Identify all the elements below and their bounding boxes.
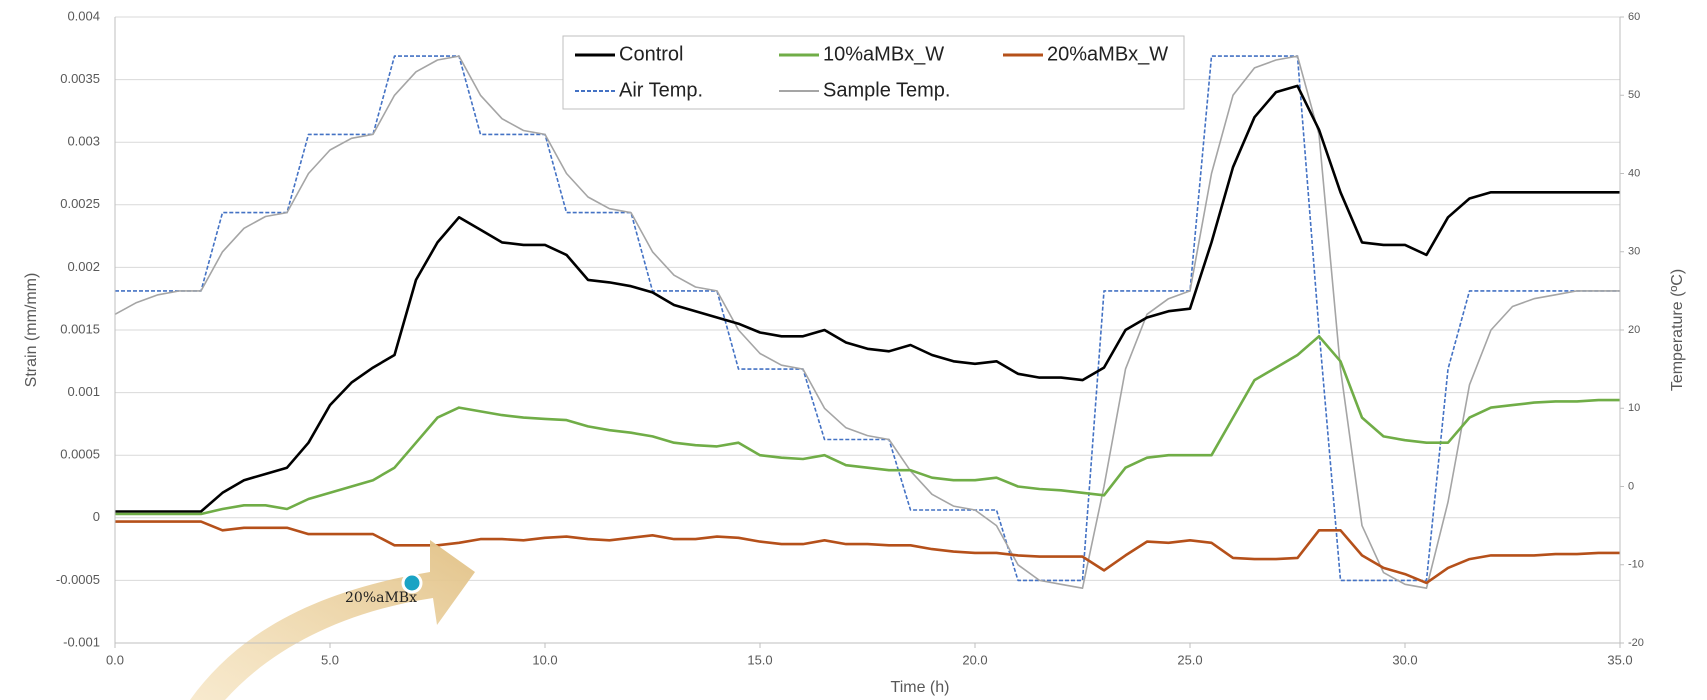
- y2-tick-label: 20: [1628, 324, 1640, 336]
- y2-tick-label: 30: [1628, 246, 1640, 258]
- y-tick-label: 0.0005: [60, 447, 100, 462]
- y-tick-label: 0: [93, 509, 100, 524]
- y-tick-label: 0.0015: [60, 321, 100, 336]
- y2-tick-label: 50: [1628, 89, 1640, 101]
- plot-area: [115, 17, 1620, 643]
- y2-tick-label: 10: [1628, 402, 1640, 414]
- y2-tick-label: -20: [1628, 637, 1644, 649]
- x-tick-label: 15.0: [747, 652, 772, 667]
- y-tick-label: -0.001: [63, 634, 100, 649]
- legend-label: Sample Temp.: [823, 79, 950, 101]
- annotation: 20%aMBx: [345, 590, 417, 606]
- series-line: [115, 336, 1620, 514]
- y-tick-label: 0.002: [67, 259, 100, 274]
- x-tick-label: 30.0: [1392, 652, 1417, 667]
- series-line: [115, 86, 1620, 512]
- series-line: [115, 56, 1620, 588]
- x-tick-label: 5.0: [321, 652, 339, 667]
- annotation-dot: [403, 574, 421, 592]
- x-axis-label: Time (h): [891, 679, 950, 696]
- x-tick-label: 0.0: [106, 652, 124, 667]
- x-tick-label: 20.0: [962, 652, 987, 667]
- series-line: [115, 522, 1620, 583]
- y2-tick-label: 60: [1628, 11, 1640, 23]
- legend-label: Control: [619, 43, 683, 65]
- series-line: [115, 56, 1620, 580]
- y-tick-label: 0.003: [67, 134, 100, 149]
- y-tick-label: -0.0005: [56, 572, 100, 587]
- y2-tick-label: -10: [1628, 559, 1644, 571]
- y2-tick-label: 0: [1628, 480, 1634, 492]
- x-tick-label: 10.0: [532, 652, 557, 667]
- legend-label: 20%aMBx_W: [1047, 43, 1168, 65]
- y2-axis-label: Temperature (ºC): [1669, 269, 1686, 391]
- y-axis-label: Strain (mm/mm): [23, 273, 40, 388]
- x-tick-label: 35.0: [1607, 652, 1632, 667]
- legend-label: Air Temp.: [619, 79, 703, 101]
- annotation-arrow: [190, 540, 475, 700]
- y-tick-label: 0.004: [67, 8, 100, 23]
- chart: 20%aMBx Time (h) Strain (mm/mm) Temperat…: [0, 0, 1707, 700]
- legend-label: 10%aMBx_W: [823, 43, 944, 65]
- y-tick-label: 0.0025: [60, 196, 100, 211]
- y-tick-label: 0.0035: [60, 71, 100, 86]
- y-tick-label: 0.001: [67, 384, 100, 399]
- x-tick-label: 25.0: [1177, 652, 1202, 667]
- y2-tick-label: 40: [1628, 167, 1640, 179]
